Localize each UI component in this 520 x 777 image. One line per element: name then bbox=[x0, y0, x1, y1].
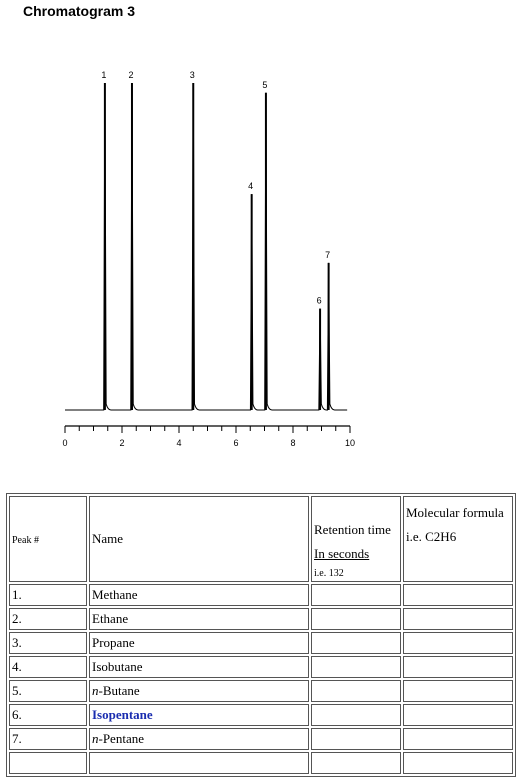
peak-label-4: 4 bbox=[248, 181, 253, 191]
table-header-row: Peak # Name Retention time In seconds i.… bbox=[9, 496, 513, 582]
header-peak-label: Peak # bbox=[12, 535, 39, 546]
compound-name: Propane bbox=[89, 632, 309, 654]
peak-num: 4. bbox=[9, 656, 87, 678]
table-row: 2. Ethane bbox=[9, 608, 513, 630]
x-tick-label: 4 bbox=[176, 438, 181, 448]
formula-cell[interactable] bbox=[403, 608, 513, 630]
compound-name: Methane bbox=[89, 584, 309, 606]
highlighted-name: Isopentane bbox=[92, 707, 153, 722]
formula-cell[interactable] bbox=[403, 680, 513, 702]
header-retention-line1: Retention time bbox=[314, 522, 391, 537]
peak-label-1: 1 bbox=[101, 70, 106, 80]
retention-cell[interactable] bbox=[311, 704, 401, 726]
header-formula: Molecular formula i.e. C2H6 bbox=[403, 496, 513, 582]
empty-cell[interactable] bbox=[403, 752, 513, 774]
header-retention-line2: In seconds bbox=[314, 546, 370, 561]
peak-num: 3. bbox=[9, 632, 87, 654]
empty-cell[interactable] bbox=[311, 752, 401, 774]
header-name-label: Name bbox=[92, 531, 124, 546]
header-formula-line1: Molecular formula bbox=[406, 505, 504, 520]
chart-title: Chromatogram 3 bbox=[23, 3, 136, 19]
peak-num: 5. bbox=[9, 680, 87, 702]
formula-cell[interactable] bbox=[403, 656, 513, 678]
compound-name: n-Pentane bbox=[89, 728, 309, 750]
formula-cell[interactable] bbox=[403, 584, 513, 606]
table-row: 5. n-Butane bbox=[9, 680, 513, 702]
retention-cell[interactable] bbox=[311, 728, 401, 750]
header-formula-line2: i.e. C2H6 bbox=[406, 529, 457, 544]
table-row: 1. Methane bbox=[9, 584, 513, 606]
name-rest: -Butane bbox=[98, 683, 140, 698]
retention-cell[interactable] bbox=[311, 656, 401, 678]
x-axis: 0 2 4 6 8 10 bbox=[62, 425, 355, 448]
retention-cell[interactable] bbox=[311, 608, 401, 630]
formula-cell[interactable] bbox=[403, 704, 513, 726]
header-peak: Peak # bbox=[9, 496, 87, 582]
peak-num: 2. bbox=[9, 608, 87, 630]
table-row: 7. n-Pentane bbox=[9, 728, 513, 750]
peak-num: 6. bbox=[9, 704, 87, 726]
header-retention: Retention time In seconds i.e. 132 bbox=[311, 496, 401, 582]
peak-label-6: 6 bbox=[317, 296, 322, 306]
x-tick-label: 6 bbox=[233, 438, 238, 448]
name-rest: -Pentane bbox=[98, 731, 144, 746]
trace-line bbox=[65, 82, 348, 411]
table-row: 3. Propane bbox=[9, 632, 513, 654]
header-name: Name bbox=[89, 496, 309, 582]
peak-label-3: 3 bbox=[190, 70, 195, 80]
table-row: 4. Isobutane bbox=[9, 656, 513, 678]
name-prefix: n bbox=[92, 731, 99, 746]
peak-table: Peak # Name Retention time In seconds i.… bbox=[6, 493, 516, 777]
table-row: 6. Isopentane bbox=[9, 704, 513, 726]
compound-name: Isobutane bbox=[89, 656, 309, 678]
peak-labels: 1 2 3 4 5 6 7 bbox=[101, 70, 330, 306]
compound-name: n-Butane bbox=[89, 680, 309, 702]
compound-name: Ethane bbox=[89, 608, 309, 630]
retention-cell[interactable] bbox=[311, 680, 401, 702]
chromatogram-trace bbox=[65, 82, 348, 411]
header-retention-example: i.e. 132 bbox=[314, 568, 344, 579]
peak-label-5: 5 bbox=[262, 80, 267, 90]
empty-cell[interactable] bbox=[9, 752, 87, 774]
x-tick-label: 0 bbox=[62, 438, 67, 448]
peak-num: 1. bbox=[9, 584, 87, 606]
formula-cell[interactable] bbox=[403, 632, 513, 654]
empty-cell[interactable] bbox=[89, 752, 309, 774]
retention-cell[interactable] bbox=[311, 632, 401, 654]
x-tick-label: 8 bbox=[290, 438, 295, 448]
name-prefix: n bbox=[92, 683, 99, 698]
peak-label-2: 2 bbox=[128, 70, 133, 80]
x-tick-label: 2 bbox=[119, 438, 124, 448]
table-row-empty bbox=[9, 752, 513, 774]
peak-num: 7. bbox=[9, 728, 87, 750]
formula-cell[interactable] bbox=[403, 728, 513, 750]
compound-name: Isopentane bbox=[89, 704, 309, 726]
peak-label-7: 7 bbox=[325, 250, 330, 260]
x-tick-label: 10 bbox=[345, 438, 355, 448]
retention-cell[interactable] bbox=[311, 584, 401, 606]
